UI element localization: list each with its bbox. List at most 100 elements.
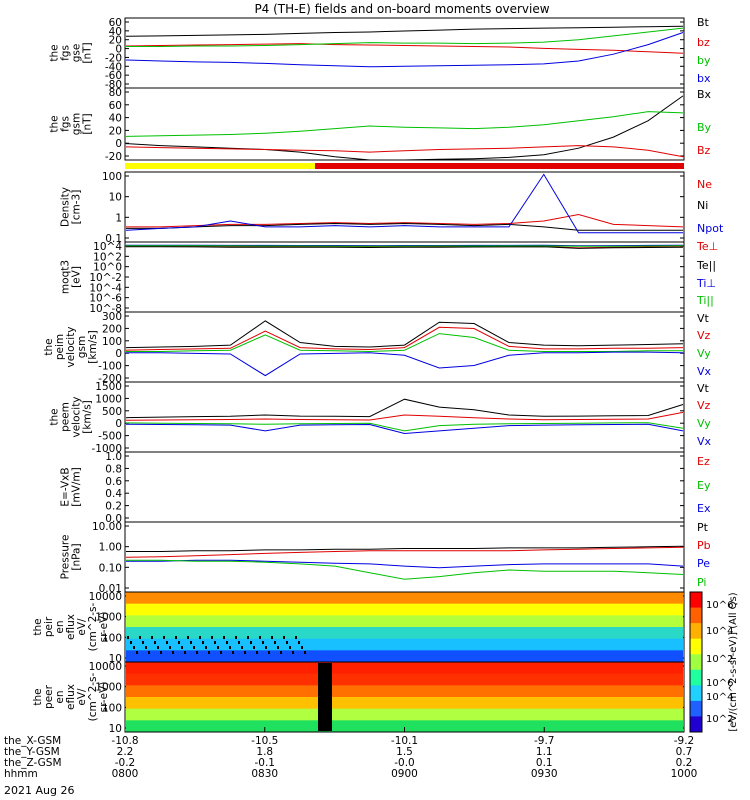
heatmap-speckle	[157, 646, 159, 649]
panel-frame	[124, 87, 685, 161]
heatmap-speckle	[211, 636, 213, 639]
y-tick-label: 40	[109, 26, 122, 38]
panel-frame	[124, 311, 685, 383]
y-tick-label: 10^0	[93, 262, 122, 274]
heatmap-band	[126, 615, 683, 628]
y-axis-label-line: peir	[43, 616, 55, 637]
series-p5-Vz	[125, 326, 684, 351]
heatmap-band	[126, 627, 683, 640]
legend-Ey: Ey	[697, 479, 711, 492]
y-axis-label-line: peer	[43, 684, 55, 709]
y-axis-label: thepeimvelocitygsm[km/s]	[43, 326, 99, 367]
series-p3-Ne	[126, 213, 684, 228]
series-p2-Bx	[125, 95, 684, 161]
y-axis-label-line: gsm	[76, 336, 88, 358]
y-axis-label-line: the	[49, 44, 61, 61]
heatmap-speckle	[154, 641, 156, 644]
y-axis-label-line: eflux	[65, 614, 77, 640]
legend-Bt: Bt	[697, 16, 710, 29]
y-axis-label-line: (cm^2-s-	[87, 602, 99, 651]
series-p5-Vx	[126, 351, 684, 377]
series-p6-Vx	[125, 423, 684, 435]
y-tick-label: 1000	[95, 682, 122, 694]
x-axis-row-label: hhmm	[4, 768, 38, 780]
x-tick-gsm-y: 1.8	[256, 746, 273, 758]
heatmap-band	[126, 708, 683, 721]
legend-Ti⊥: Ti⊥	[696, 277, 716, 290]
heatmap-band	[126, 650, 683, 663]
heatmap-speckle	[136, 651, 138, 654]
y-tick-label: 100	[102, 702, 122, 714]
y-tick-label: -20	[105, 52, 122, 64]
series-p1-Bt	[125, 25, 684, 37]
heatmap-speckle	[205, 646, 207, 649]
legend-Vy: Vy	[697, 347, 711, 360]
y-tick-label: -200	[98, 373, 122, 385]
y-tick-label: 1500	[95, 381, 122, 393]
heatmap-speckle	[223, 636, 225, 639]
y-axis-label: thefgsgsm[nT]	[49, 113, 94, 135]
heatmap-speckle	[130, 641, 132, 644]
colorbar-swatch	[690, 638, 702, 655]
series-p3-Ni	[126, 222, 683, 231]
heatmap-speckle	[127, 636, 129, 639]
heatmap-speckle	[163, 636, 165, 639]
y-tick-label: 60	[109, 100, 122, 112]
heatmap-speckle	[229, 646, 231, 649]
series-p2-By	[125, 111, 684, 137]
y-tick-label: 0	[115, 418, 122, 430]
y-tick-label: 0.4	[105, 488, 122, 500]
heatmap-speckle	[178, 641, 180, 644]
heatmap-speckle	[160, 651, 162, 654]
y-axis-label-line: gsm	[71, 113, 83, 135]
panel-p7: 1.00.80.60.40.20.0 E=-VxB[mV/m] Ez Ey Ex	[60, 451, 711, 525]
heatmap-gap	[318, 663, 332, 731]
heatmap-speckle	[256, 651, 258, 654]
colorbar-swatch	[690, 654, 702, 671]
y-axis-label-line: sr-eV)	[98, 612, 110, 643]
heatmap-band	[126, 592, 683, 605]
heatmap-speckle	[280, 651, 282, 654]
series-p4-Ti||	[126, 245, 684, 247]
y-tick-label: 0.0	[105, 513, 122, 525]
legend-Pt: Pt	[697, 521, 709, 534]
legend-Pi: Pi	[697, 576, 706, 589]
panel-frame	[124, 381, 685, 453]
y-tick-label: 10000	[89, 661, 122, 673]
y-axis-label-line: [mV/m]	[71, 467, 83, 506]
y-tick-label: 80	[109, 87, 122, 99]
heatmap-speckle	[241, 646, 243, 649]
x-tick-gsm-x: -10.5	[251, 735, 278, 747]
heatmap-speckle	[151, 636, 153, 639]
heatmap-speckle	[286, 641, 288, 644]
series-p5-Vt	[125, 320, 684, 349]
y-tick-label: 1.00	[99, 542, 122, 554]
series-p2-Bz	[125, 145, 684, 158]
heatmap-band	[126, 603, 683, 616]
heatmap-speckle	[184, 651, 186, 654]
y-axis-label-line: en	[54, 620, 66, 633]
colorbar-swatch	[690, 685, 702, 702]
y-axis-label-line: [km/s]	[87, 330, 99, 364]
y-tick-label: 10^-6	[89, 293, 122, 305]
heatmap-band	[126, 673, 683, 686]
y-tick-label: 0.01	[99, 583, 122, 595]
y-tick-label: 1000	[95, 393, 122, 405]
y-axis-label: Density[cm-3]	[60, 187, 83, 227]
legend-Bx: Bx	[697, 88, 712, 101]
heatmap-band	[126, 697, 683, 710]
heatmap-speckle	[148, 651, 150, 654]
y-axis-label-line: peim	[54, 334, 66, 360]
y-axis-label: thefgsgse[nT]	[49, 42, 94, 63]
y-tick-label: -1000	[91, 443, 122, 455]
y-axis-label: thepeemvelocity[km/s]	[49, 396, 94, 437]
x-tick-gsm-y: 1.1	[536, 746, 553, 758]
x-tick-time: 0800	[112, 768, 139, 780]
series-p1-bz	[125, 43, 684, 54]
y-tick-label: 0	[115, 44, 122, 56]
y-axis-label-line: moqt3	[60, 260, 72, 294]
heatmap-speckle	[274, 641, 276, 644]
legend-Pb: Pb	[697, 539, 711, 552]
heatmap-speckle	[187, 636, 189, 639]
